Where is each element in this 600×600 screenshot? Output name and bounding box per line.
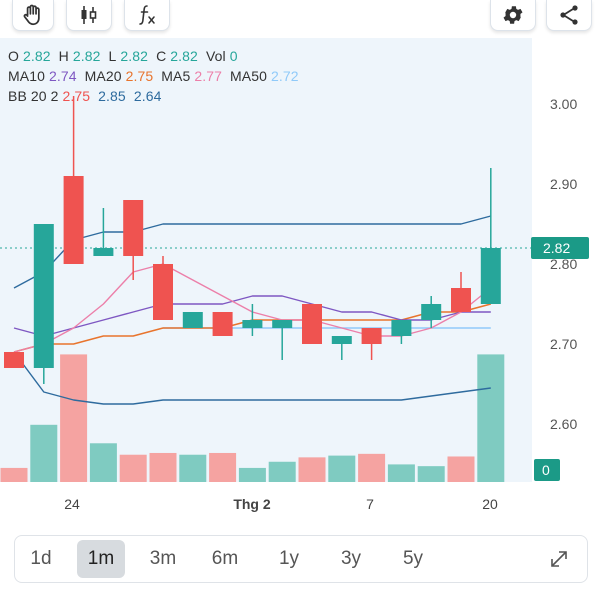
volume-bar xyxy=(417,466,445,482)
y-tick-label: 2.70 xyxy=(550,336,577,352)
volume-bar xyxy=(209,452,237,482)
period-1y-button[interactable]: 1y xyxy=(278,548,300,569)
drawing-tool-button[interactable] xyxy=(12,0,54,31)
y-tick-label: 2.90 xyxy=(550,176,577,192)
candle-body xyxy=(302,304,322,344)
open-label: O xyxy=(8,48,19,64)
open-value: 2.82 xyxy=(23,48,51,64)
ma-legend: MA10 2.74 MA20 2.75 MA5 2.77 MA50 2.72 xyxy=(8,68,303,84)
high-label: H xyxy=(58,48,69,64)
chart-type-button[interactable] xyxy=(66,0,112,31)
high-value: 2.82 xyxy=(72,48,101,64)
y-tick-label: 2.80 xyxy=(550,256,577,272)
volume-bar xyxy=(179,454,207,482)
volume-bar xyxy=(119,454,147,482)
volume-bar xyxy=(30,424,58,482)
period-selector: 1d 1m 3m 6m 1y 3y 5y xyxy=(14,535,588,583)
bb-middle-value: 2.75 xyxy=(62,88,91,104)
candle-body xyxy=(480,248,501,304)
candle-body xyxy=(331,336,352,344)
price-chart[interactable]: 3.00 2.90 2.80 2.70 2.60 2.82 0 24 Thg 2 7 20 O 2.8… xyxy=(0,38,600,520)
y-tick-label: 3.00 xyxy=(550,96,577,112)
volume-bar xyxy=(447,456,475,482)
function-icon xyxy=(139,5,155,25)
close-value: 2.82 xyxy=(170,48,198,64)
last-price-label: 2.82 xyxy=(543,240,570,256)
fullscreen-button[interactable] xyxy=(535,540,583,578)
volume-bar xyxy=(358,453,386,482)
low-label: L xyxy=(108,48,117,64)
gear-icon xyxy=(503,6,523,24)
ma20-value: 2.75 xyxy=(125,68,154,84)
ma20-label: MA20 xyxy=(84,68,122,84)
price-axis xyxy=(532,38,600,482)
x-tick-label: 24 xyxy=(64,496,80,512)
period-1d-button[interactable]: 1d xyxy=(30,548,52,569)
ohlc-legend: O 2.82 H 2.82 L 2.82 C 2.82 Vol 0 xyxy=(8,48,242,64)
volume-bar xyxy=(149,452,177,482)
bb-upper-value: 2.85 xyxy=(98,88,126,104)
volume-label: Vol xyxy=(205,48,226,64)
period-5y-button[interactable]: 5y xyxy=(402,548,424,569)
plot-background xyxy=(0,38,532,482)
indicators-button[interactable] xyxy=(124,0,170,31)
candle-body xyxy=(93,248,114,256)
y-tick-label: 2.60 xyxy=(550,416,577,432)
x-tick-label: Thg 2 xyxy=(233,496,271,512)
period-6m-button[interactable]: 6m xyxy=(211,548,239,569)
x-tick-label: 7 xyxy=(366,496,374,512)
settings-button[interactable] xyxy=(490,0,536,31)
bb-upper-line xyxy=(13,215,491,289)
bb-legend: BB 20 2 2.75 2.85 2.64 xyxy=(8,88,165,104)
candle-body xyxy=(63,176,84,264)
share-button[interactable] xyxy=(546,0,592,31)
ma50-label: MA50 xyxy=(230,68,268,84)
volume-badge-label: 0 xyxy=(542,462,550,478)
low-value: 2.82 xyxy=(120,48,149,64)
hand-icon xyxy=(23,4,40,26)
candle-body xyxy=(421,304,442,320)
last-price-badge xyxy=(531,237,589,259)
share-icon xyxy=(560,5,578,25)
volume-bar xyxy=(0,467,28,482)
candle-body xyxy=(123,200,144,256)
candlestick-icon xyxy=(81,6,97,24)
candle-body xyxy=(212,312,233,336)
ma5-label: MA5 xyxy=(161,68,191,84)
volume-bar xyxy=(328,455,356,482)
candle-body xyxy=(4,352,24,368)
candle-body xyxy=(361,328,382,344)
bb-lower-line xyxy=(13,351,491,405)
volume-bar xyxy=(387,464,415,482)
period-1m-button[interactable]: 1m xyxy=(77,540,125,578)
x-tick-label: 20 xyxy=(482,496,498,512)
volume-value: 0 xyxy=(229,48,238,64)
ma50-value: 2.72 xyxy=(271,68,299,84)
close-label: C xyxy=(156,48,167,64)
volume-badge xyxy=(534,459,560,481)
volume-bar xyxy=(477,354,505,482)
candle-body xyxy=(451,288,471,312)
expand-icon xyxy=(551,551,567,567)
chart-canvas[interactable]: 3.00 2.90 2.80 2.70 2.60 2.82 0 24 Thg 2 7 20 xyxy=(0,38,600,520)
ma10-label: MA10 xyxy=(8,68,45,84)
ma5-value: 2.77 xyxy=(194,68,223,84)
candle-body xyxy=(391,320,412,336)
candle-body xyxy=(242,320,263,328)
candle-body xyxy=(33,224,54,368)
candle-body xyxy=(272,320,293,328)
period-3m-button[interactable]: 3m xyxy=(149,548,177,569)
ma10-value: 2.74 xyxy=(48,68,77,84)
volume-bar xyxy=(238,467,266,482)
bb-lower-value: 2.64 xyxy=(133,88,162,104)
volume-bar xyxy=(298,457,326,482)
period-3y-button[interactable]: 3y xyxy=(340,548,362,569)
volume-bar xyxy=(268,461,296,482)
volume-bar xyxy=(60,354,88,482)
candle-body xyxy=(182,312,203,328)
volume-bar xyxy=(89,443,117,482)
bb-label: BB 20 2 xyxy=(8,88,59,104)
candle-body xyxy=(153,264,173,320)
